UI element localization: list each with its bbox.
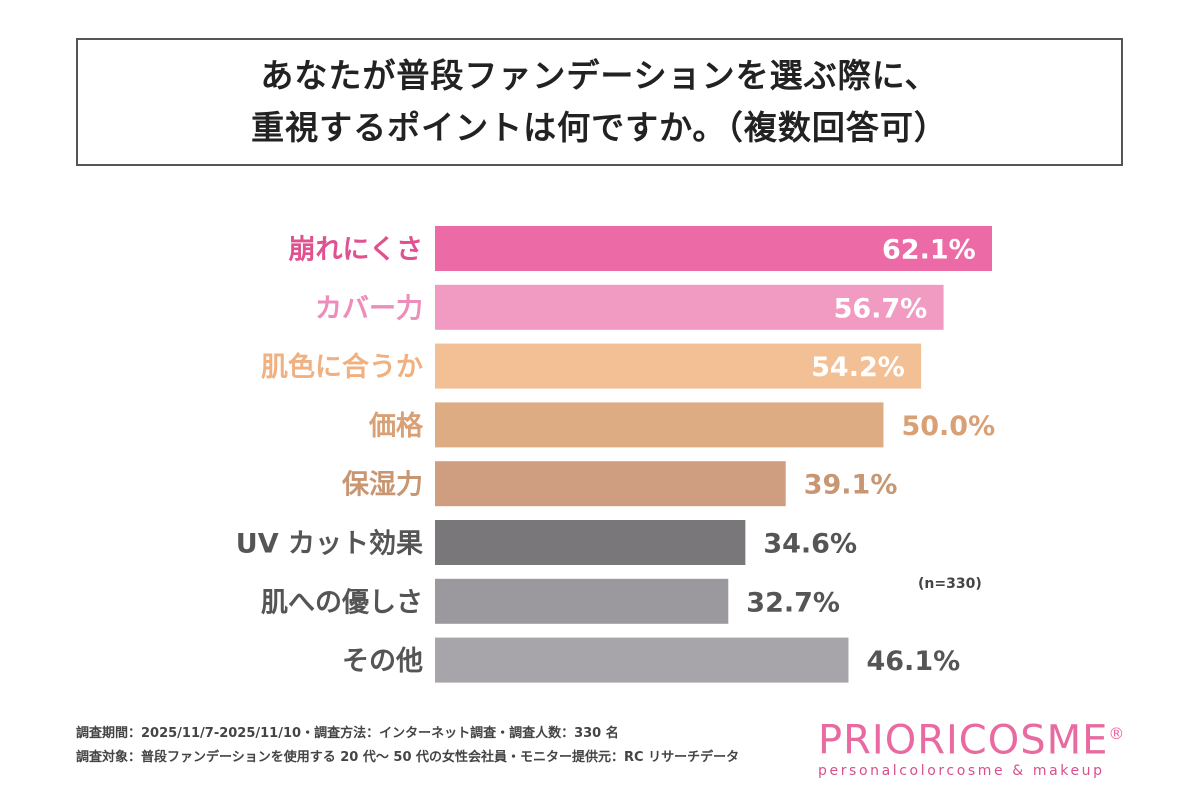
- category-label-1: 崩れにくさ: [289, 235, 423, 266]
- title-box: あなたが普段ファンデーションを選ぶ際に、 重視するポイントは何ですか。（複数回答…: [76, 38, 1123, 166]
- category-label-6: UV カット効果: [236, 528, 423, 560]
- bar-3: [435, 343, 922, 389]
- bar-8: [435, 637, 849, 683]
- bar-5: [435, 461, 786, 507]
- value-label-7: 32.7%: [746, 587, 840, 618]
- value-label-2: 56.7%: [834, 293, 928, 324]
- footer-line-1: 調査期間：2025/11/7-2025/11/10・調査方法：インターネット調査…: [76, 726, 619, 741]
- title-line-1: あなたが普段ファンデーションを選ぶ際に、: [260, 56, 939, 95]
- value-label-4: 50.0%: [901, 411, 995, 442]
- category-label-8: その他: [342, 646, 423, 677]
- category-label-7: 肌への優しさ: [261, 587, 423, 618]
- value-label-6: 34.6%: [763, 529, 857, 560]
- title-line-2: 重視するポイントは何ですか。（複数回答可）: [251, 108, 948, 147]
- logo-name: PRIORICOSME®: [818, 712, 1124, 764]
- bar-1: [435, 226, 992, 271]
- bar-4: [435, 402, 884, 448]
- category-label-2: カバー力: [315, 293, 423, 324]
- footer-line-2: 調査対象：普段ファンデーションを使用する 20 代～ 50 代の女性会社員・モニ…: [76, 750, 740, 765]
- value-label-8: 46.1%: [866, 646, 960, 677]
- bar-2: [435, 284, 944, 330]
- bar-6: [435, 520, 746, 565]
- value-label-1: 62.1%: [882, 235, 976, 266]
- sample-size-note: (n=330): [918, 576, 982, 592]
- value-label-3: 54.2%: [811, 352, 905, 383]
- brand-logo: PRIORICOSME® personalcolorcosme & makeup: [818, 712, 1124, 780]
- bar-7: [435, 578, 729, 624]
- logo-registered-mark: ®: [1108, 724, 1126, 743]
- category-label-4: 価格: [368, 411, 424, 442]
- category-label-3: 肌色に合うか: [261, 351, 423, 383]
- logo-tagline: personalcolorcosme & makeup: [818, 763, 1105, 780]
- footer: 調査期間：2025/11/7-2025/11/10・調査方法：インターネット調査…: [76, 722, 739, 770]
- value-label-5: 39.1%: [804, 470, 898, 501]
- logo-name-text: PRIORICOSME: [818, 717, 1109, 764]
- category-label-5: 保湿力: [341, 470, 423, 501]
